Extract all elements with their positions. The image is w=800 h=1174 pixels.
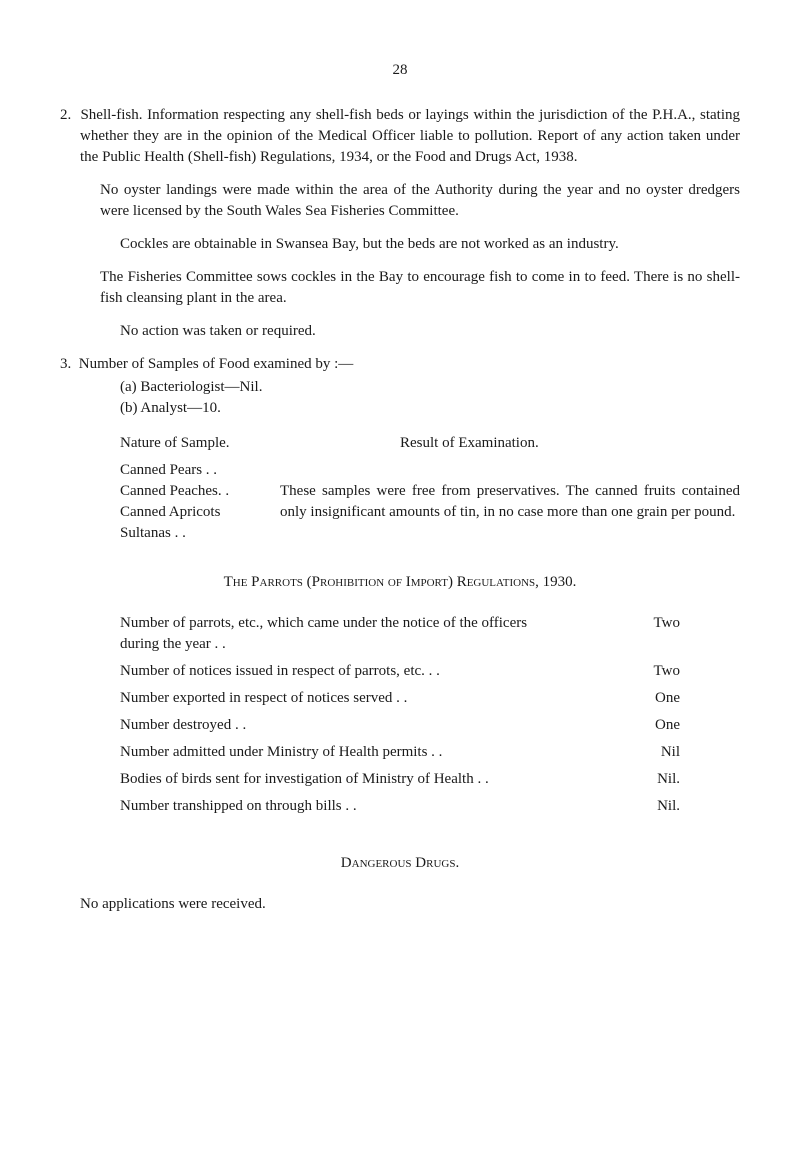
parrots-value: Two xyxy=(654,613,680,655)
parrots-label: Number destroyed . . xyxy=(120,715,246,736)
sample-item: Canned Apricots xyxy=(120,502,280,523)
item-3-num: 3. xyxy=(60,356,71,372)
parrots-value: Two xyxy=(654,661,680,682)
parrots-value: Nil. xyxy=(657,796,680,817)
drugs-title: Dangerous Drugs. xyxy=(60,853,740,874)
sample-item: Canned Pears . . xyxy=(120,460,280,481)
item-3-text: Number of Samples of Food examined by :— xyxy=(79,356,354,372)
sample-item: Sultanas . . xyxy=(120,523,280,544)
drugs-text: No applications were received. xyxy=(80,894,740,915)
para-oyster-1-text: No oyster landings were made within the … xyxy=(100,182,740,219)
para-oyster-1b: Cockles are obtainable in Swansea Bay, b… xyxy=(120,234,740,255)
item-2-num: 2. xyxy=(60,107,71,123)
parrots-value: Nil xyxy=(661,742,680,763)
parrots-table: Number of parrots, etc., which came unde… xyxy=(60,613,740,817)
para-fisheries: The Fisheries Committee sows cockles in … xyxy=(100,267,740,309)
parrots-value: One xyxy=(655,715,680,736)
para-oyster-1: No oyster landings were made within the … xyxy=(100,180,740,222)
item-2: 2. Shell-fish. Information respecting an… xyxy=(60,105,740,168)
parrots-label: Number of notices issued in respect of p… xyxy=(120,661,440,682)
sample-right-col: These samples were free from preservativ… xyxy=(280,460,740,544)
parrots-value: One xyxy=(655,688,680,709)
parrots-row: Number transhipped on through bills . . N… xyxy=(120,796,680,817)
parrots-row: Number of parrots, etc., which came unde… xyxy=(120,613,680,655)
sample-header-right: Result of Examination. xyxy=(400,433,539,454)
sample-block: Canned Pears . . Canned Peaches. . Canne… xyxy=(120,460,740,544)
sample-result: These samples were free from preservativ… xyxy=(280,481,740,523)
parrots-value: Nil. xyxy=(657,769,680,790)
parrots-label: Number admitted under Ministry of Health… xyxy=(120,742,442,763)
sample-left-col: Canned Pears . . Canned Peaches. . Canne… xyxy=(120,460,280,544)
parrots-title: The Parrots (Prohibition of Import) Regu… xyxy=(60,572,740,593)
sample-item: Canned Peaches. . xyxy=(120,481,280,502)
item-3-a: (a) Bacteriologist—Nil. xyxy=(120,377,740,398)
parrots-row: Number of notices issued in respect of p… xyxy=(120,661,680,682)
parrots-row: Number exported in respect of notices se… xyxy=(120,688,680,709)
item-2-title: Shell-fish. xyxy=(80,107,142,123)
item-3-b: (b) Analyst—10. xyxy=(120,398,740,419)
parrots-row: Number admitted under Ministry of Health… xyxy=(120,742,680,763)
parrots-label: Number of parrots, etc., which came unde… xyxy=(120,613,560,655)
parrots-row: Number destroyed . . One xyxy=(120,715,680,736)
parrots-label: Bodies of birds sent for investigation o… xyxy=(120,769,489,790)
parrots-label: Number transhipped on through bills . . xyxy=(120,796,357,817)
item-3: 3. Number of Samples of Food examined by… xyxy=(60,354,740,375)
page-number: 28 xyxy=(60,60,740,81)
parrots-label: Number exported in respect of notices se… xyxy=(120,688,407,709)
parrots-row: Bodies of birds sent for investigation o… xyxy=(120,769,680,790)
sample-header-left: Nature of Sample. xyxy=(120,433,320,454)
para-no-action: No action was taken or required. xyxy=(120,321,740,342)
item-2-text: Information respecting any shell-fish be… xyxy=(80,107,740,165)
sample-headers: Nature of Sample. Result of Examination. xyxy=(120,433,740,454)
